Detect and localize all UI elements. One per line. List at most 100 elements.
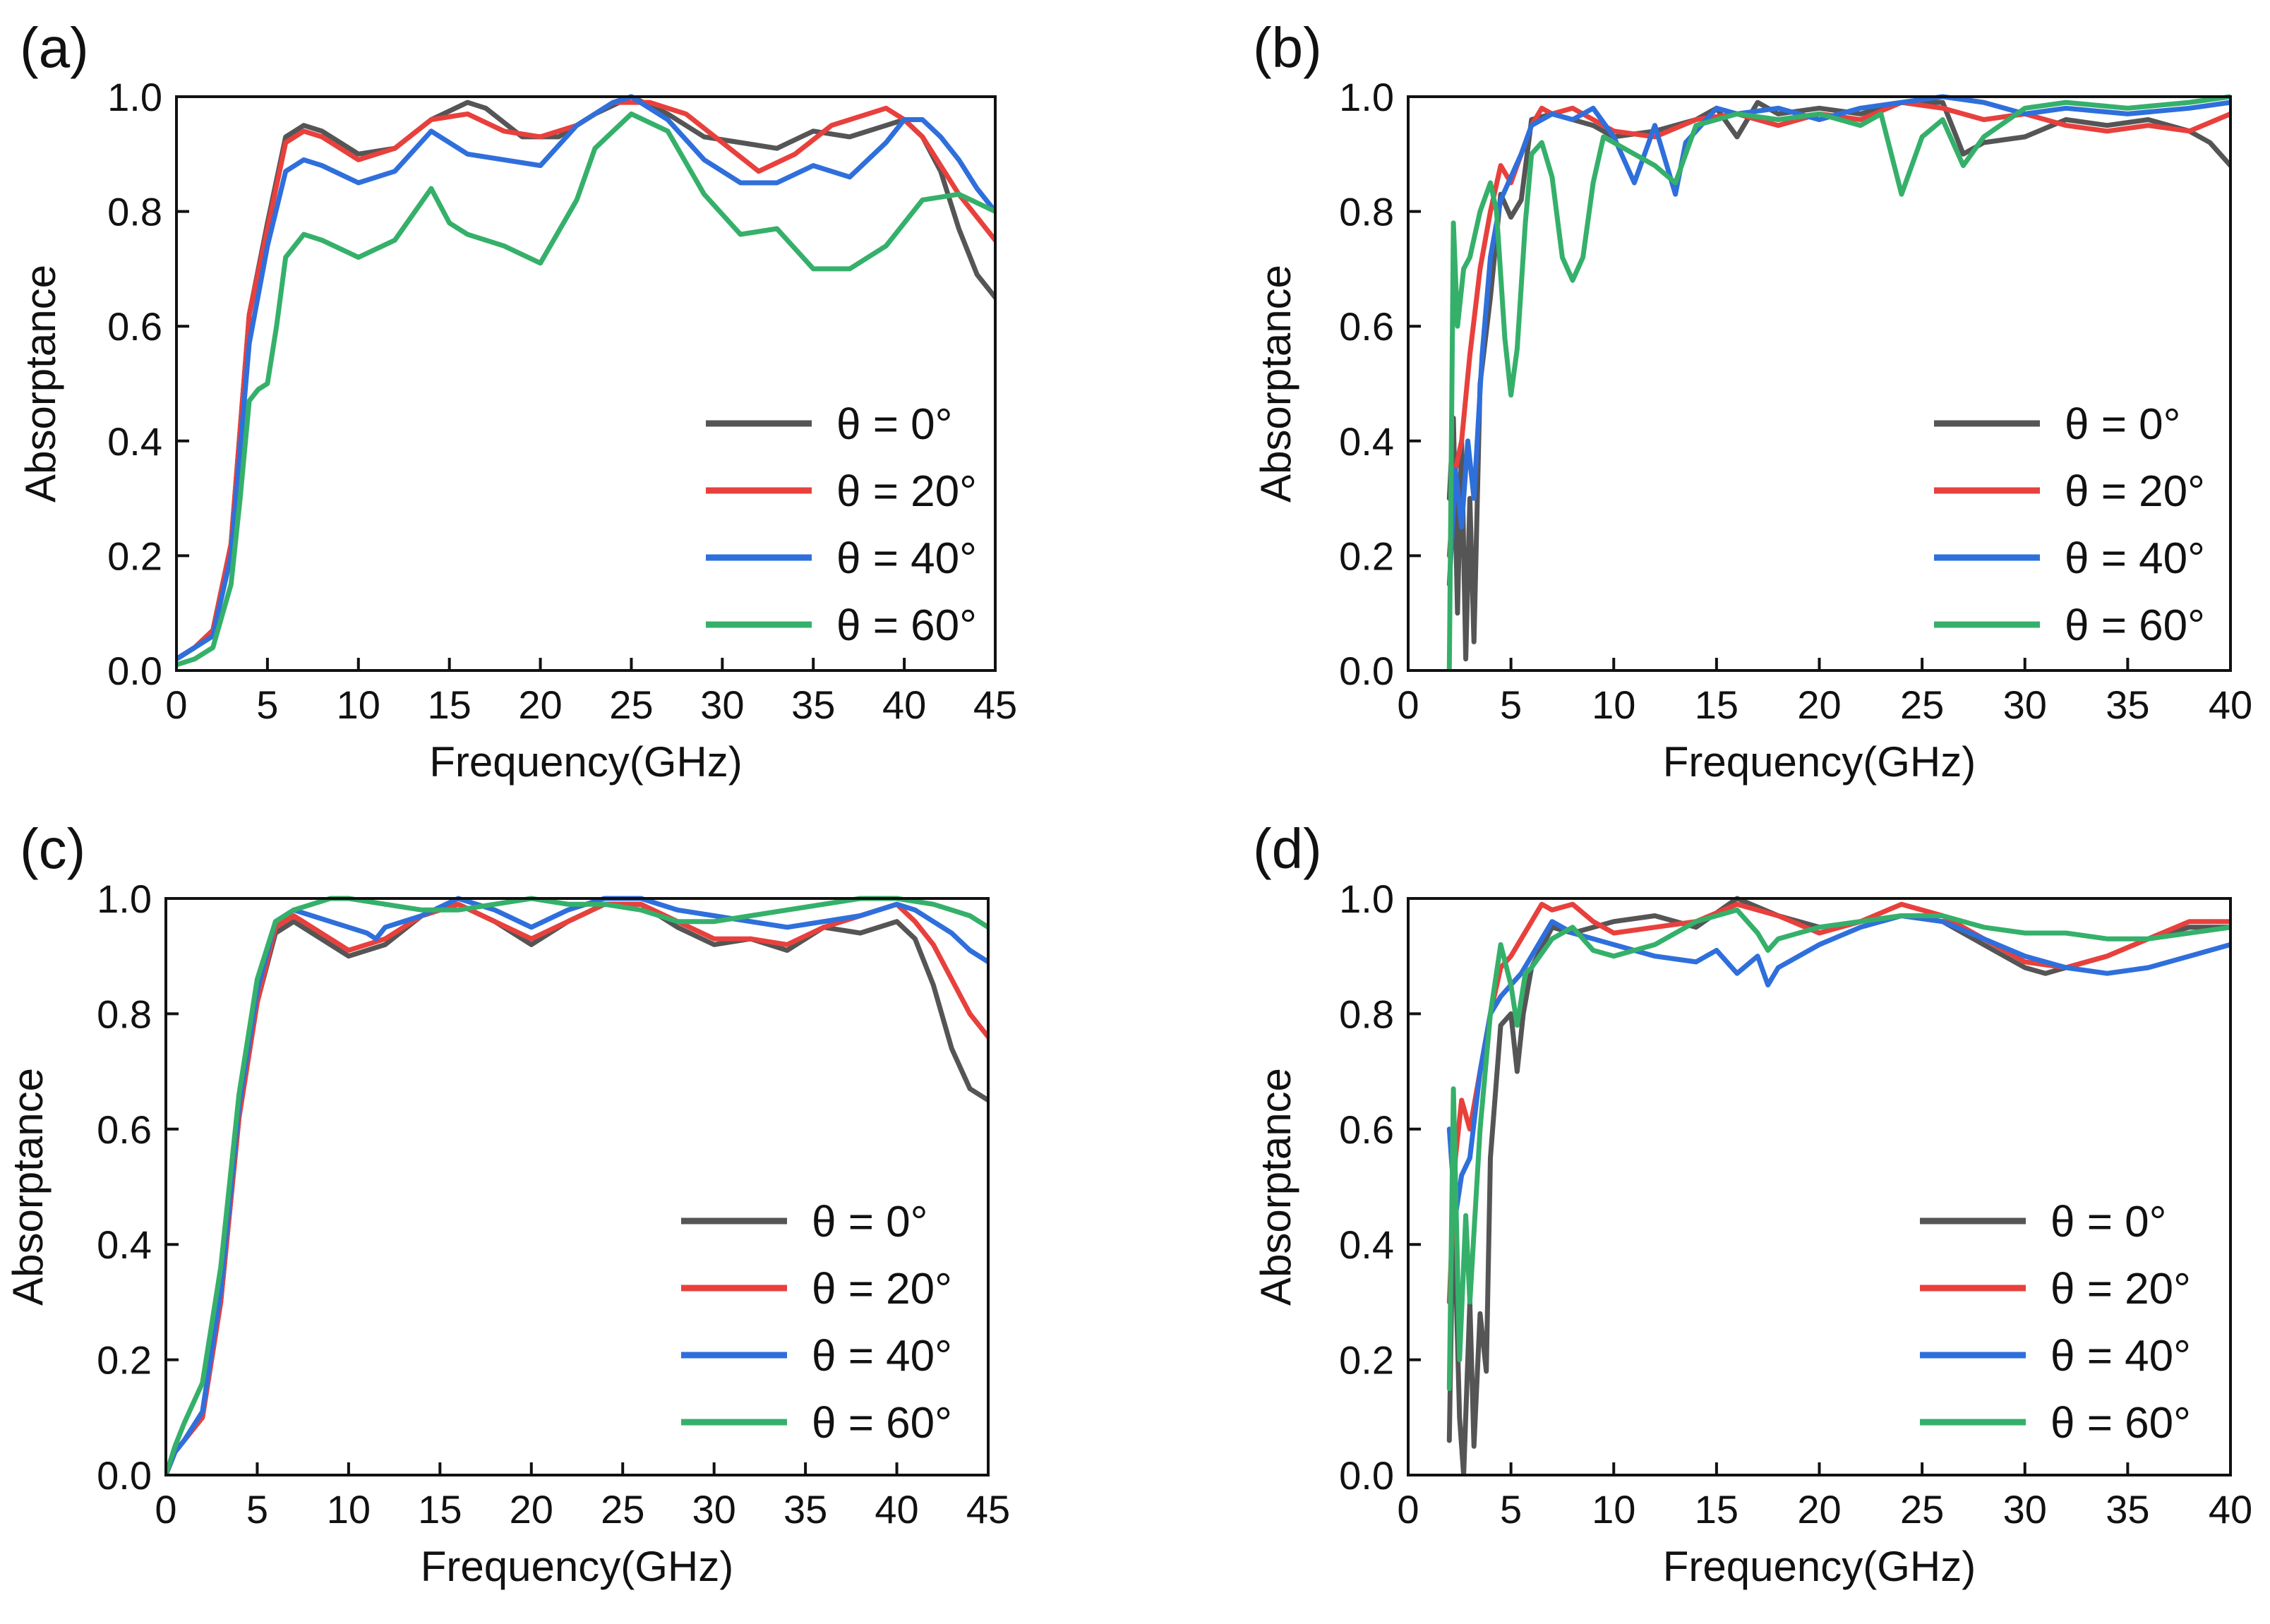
- x-tick-label: 10: [327, 1487, 371, 1532]
- x-axis-title: Frequency(GHz): [429, 738, 742, 786]
- x-tick-label: 0: [155, 1487, 176, 1532]
- x-tick-label: 30: [700, 682, 744, 727]
- panel-label-c: (c): [20, 817, 85, 880]
- x-tick-label: 30: [2003, 682, 2047, 727]
- panel-label-b: (b): [1253, 16, 1322, 79]
- panel-label-d: (d): [1253, 817, 1322, 880]
- legend-label-3: θ = 60°: [2050, 1399, 2191, 1448]
- legend: θ = 0° θ = 20° θ = 40° θ = 60°: [681, 1198, 952, 1448]
- x-tick-label: 10: [1592, 682, 1635, 727]
- series-line-c-2: [166, 896, 988, 1475]
- x-tick-label: 35: [791, 682, 835, 727]
- series-line-a-2: [176, 94, 995, 662]
- x-tick-label: 40: [875, 1487, 918, 1532]
- x-tick-label: 5: [1500, 1487, 1522, 1532]
- x-tick-label: 30: [2003, 1487, 2047, 1532]
- series-line-a-3: [176, 111, 995, 668]
- x-tick-label: 40: [882, 682, 926, 727]
- y-tick-label: 0.0: [1339, 649, 1394, 693]
- legend-label-0: θ = 0°: [2050, 1198, 2166, 1246]
- x-tick-label: 45: [966, 1487, 1010, 1532]
- series-line-b-0: [1446, 100, 2230, 662]
- x-tick-label: 0: [1397, 1487, 1419, 1532]
- y-tick-label: 0.8: [1339, 992, 1394, 1036]
- legend-label-1: θ = 20°: [812, 1265, 952, 1313]
- y-tick-label: 0.2: [107, 534, 162, 578]
- x-tick-label: 40: [2209, 682, 2252, 727]
- chart-panel-a: 0 5 10 15 20 25 30 35 40 45 0.0 0.2 0.4 0.6 0.8 1.0 Freq…: [17, 16, 1017, 786]
- x-tick-label: 20: [1797, 1487, 1841, 1532]
- legend-label-2: θ = 40°: [2050, 1332, 2191, 1381]
- series-group: [1446, 896, 2230, 1475]
- plot-frame: [1407, 95, 2232, 672]
- legend-label-1: θ = 20°: [2050, 1265, 2191, 1313]
- x-tick-label: 35: [783, 1487, 827, 1532]
- x-tick-label: 40: [2209, 1487, 2252, 1532]
- x-tick-label: 25: [1900, 682, 1944, 727]
- y-tick-label: 0.4: [107, 419, 162, 464]
- x-tick-label: 20: [510, 1487, 553, 1532]
- legend-label-0: θ = 0°: [812, 1198, 927, 1246]
- x-tick-label: 15: [1695, 1487, 1738, 1532]
- series-line-c-3: [166, 896, 988, 1475]
- series-line-b-1: [1446, 100, 2230, 558]
- legend-label-3: θ = 60°: [2065, 601, 2205, 650]
- y-tick-label: 1.0: [1339, 75, 1394, 119]
- series-line-b-3: [1446, 94, 2230, 670]
- legend-label-2: θ = 40°: [2065, 534, 2205, 583]
- legend: θ = 0° θ = 20° θ = 40° θ = 60°: [706, 400, 977, 650]
- series-line-d-0: [1446, 896, 2230, 1475]
- series-line-d-2: [1446, 913, 2230, 1218]
- y-tick-label: 0.2: [97, 1338, 152, 1383]
- legend: θ = 0° θ = 20° θ = 40° θ = 60°: [1934, 400, 2205, 650]
- legend: θ = 0° θ = 20° θ = 40° θ = 60°: [1920, 1198, 2191, 1448]
- x-axis-title: Frequency(GHz): [1663, 738, 1976, 786]
- y-tick-label: 0.8: [97, 992, 152, 1036]
- series-group: [166, 896, 988, 1475]
- x-tick-label: 0: [165, 682, 187, 727]
- series-line-c-0: [166, 901, 988, 1475]
- series-group: [1446, 94, 2230, 670]
- x-tick-label: 5: [1500, 682, 1522, 727]
- legend-label-2: θ = 40°: [812, 1332, 952, 1381]
- y-tick-label: 1.0: [107, 75, 162, 119]
- legend-label-3: θ = 60°: [812, 1399, 952, 1448]
- chart-panel-d: 0 5 10 15 20 25 30 35 40 0.0 0.2 0.4 0.6 0.8 1.0 Freque…: [1252, 817, 2252, 1590]
- series-line-b-2: [1446, 94, 2230, 587]
- y-tick-label: 0.8: [1339, 190, 1394, 234]
- x-tick-label: 20: [1797, 682, 1841, 727]
- y-axis-title: Absorptance: [1252, 1068, 1299, 1306]
- y-tick-label: 0.6: [1339, 1107, 1394, 1152]
- y-tick-label: 0.4: [97, 1222, 152, 1267]
- plot-frame: [175, 95, 997, 672]
- y-tick-label: 1.0: [1339, 877, 1394, 921]
- y-tick-label: 0.0: [97, 1453, 152, 1498]
- series-group: [176, 94, 995, 668]
- series-line-c-1: [166, 901, 988, 1475]
- x-tick-label: 45: [973, 682, 1017, 727]
- plot-frame: [1407, 897, 2232, 1476]
- x-tick-label: 35: [2106, 1487, 2149, 1532]
- y-axis-title: Absorptance: [17, 265, 64, 503]
- y-tick-label: 1.0: [97, 877, 152, 921]
- x-tick-label: 25: [609, 682, 653, 727]
- x-tick-label: 5: [246, 1487, 268, 1532]
- legend-label-1: θ = 20°: [2065, 467, 2205, 516]
- legend-label-0: θ = 0°: [836, 400, 952, 449]
- x-tick-label: 25: [1900, 1487, 1944, 1532]
- y-tick-label: 0.8: [107, 190, 162, 234]
- x-tick-label: 15: [428, 682, 472, 727]
- x-tick-label: 10: [1592, 1487, 1635, 1532]
- legend-label-1: θ = 20°: [836, 467, 977, 516]
- legend-label-2: θ = 40°: [836, 534, 977, 583]
- x-axis-title: Frequency(GHz): [1663, 1543, 1976, 1590]
- y-tick-label: 0.2: [1339, 534, 1394, 578]
- chart-panel-b: 0 5 10 15 20 25 30 35 40 0.0 0.2 0.4 0.6 0.8 1.0 Freque…: [1252, 16, 2252, 786]
- x-tick-label: 15: [418, 1487, 462, 1532]
- x-tick-label: 35: [2106, 682, 2149, 727]
- legend-label-3: θ = 60°: [836, 601, 977, 650]
- chart-panel-c: 0 5 10 15 20 25 30 35 40 45 0.0 0.2 0.4 0.6 0.8 1.0 Freq…: [4, 817, 1010, 1590]
- x-tick-label: 15: [1695, 682, 1738, 727]
- y-tick-label: 0.4: [1339, 1222, 1394, 1267]
